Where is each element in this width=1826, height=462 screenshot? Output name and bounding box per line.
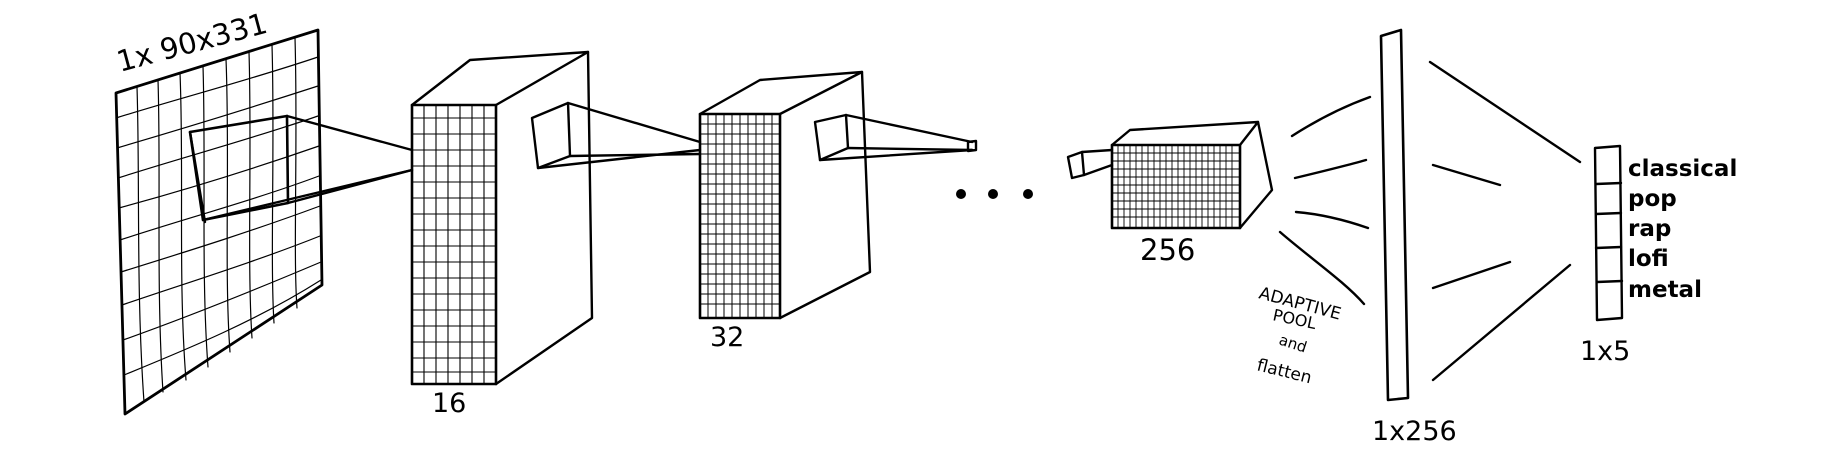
- conv-block-32-label: 32: [710, 322, 744, 353]
- conv-block-32: [698, 70, 978, 320]
- input-shape-label: 1x 90x331: [113, 6, 271, 79]
- class-label-rap: rap: [1628, 216, 1671, 242]
- conv-block-256: [1066, 120, 1274, 230]
- class-label-pop: pop: [1628, 186, 1677, 212]
- pool-rays: [1278, 95, 1372, 306]
- ellipsis: [956, 189, 1033, 199]
- pool-note-line-3: and: [1277, 331, 1309, 357]
- conv-block-16: [410, 50, 702, 386]
- input-spectrogram: [114, 28, 414, 416]
- output-vector: [1593, 144, 1624, 322]
- output-shape-label: 1x5: [1580, 336, 1630, 367]
- flatten-vector: [1379, 28, 1410, 402]
- conv-block-16-label: 16: [432, 388, 466, 419]
- class-label-lofi: lofi: [1628, 246, 1669, 272]
- pool-note-line-4: flatten: [1255, 355, 1314, 388]
- class-label-classical: classical: [1628, 156, 1737, 182]
- dense-connections: [1428, 60, 1582, 382]
- class-label-metal: metal: [1628, 277, 1702, 303]
- flatten-label: 1x256: [1372, 416, 1457, 447]
- conv-block-256-label: 256: [1140, 233, 1195, 267]
